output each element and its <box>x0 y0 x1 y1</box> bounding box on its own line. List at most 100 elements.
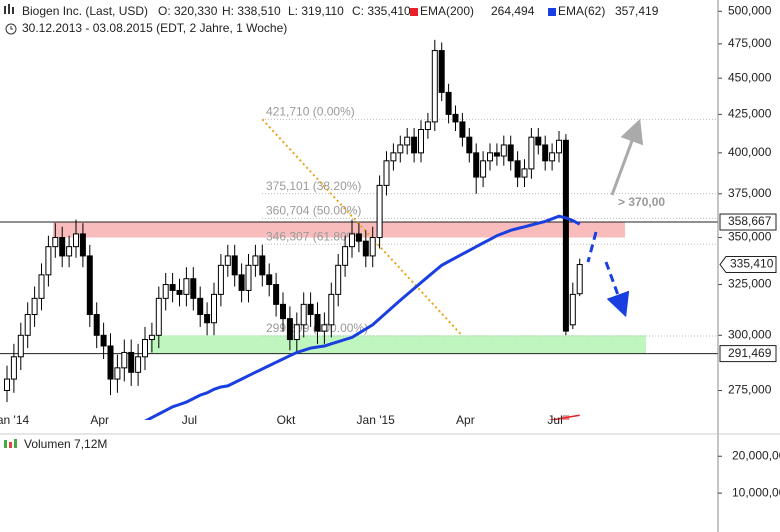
volume-bar <box>342 501 348 531</box>
volume-bar <box>439 486 445 530</box>
x-tick-label: Jan '14 <box>0 413 29 427</box>
candle-body <box>148 334 155 341</box>
volume-bar <box>446 493 452 530</box>
level-label: 421,710 (0.00%) <box>266 104 355 118</box>
level-label: 375,101 (38.20%) <box>266 179 361 193</box>
candle-body <box>24 314 31 336</box>
volume-bar <box>425 489 431 530</box>
h-line-box <box>719 213 777 231</box>
y-tick-label: 450,000 <box>728 70 772 84</box>
clock-icon <box>5 23 17 35</box>
volume-bar <box>377 489 383 530</box>
candle-body <box>79 233 86 257</box>
volume-bar <box>522 504 528 530</box>
candle-body <box>204 314 211 324</box>
volume-bar <box>163 504 169 530</box>
volume-bar <box>32 501 38 531</box>
volume-bar <box>301 504 307 530</box>
candle-body <box>321 324 328 332</box>
candle-body <box>183 278 190 295</box>
volume-bar <box>515 508 521 530</box>
volume-bar <box>156 497 162 530</box>
candle-body <box>176 289 183 295</box>
title: Biogen Inc. (Last, USD) <box>22 4 148 18</box>
volume-bar <box>259 501 265 531</box>
volume-bar <box>487 508 493 530</box>
candle-body <box>507 144 514 162</box>
candle-body <box>521 168 528 178</box>
y-tick-label: 400,000 <box>728 145 772 159</box>
candle-body <box>459 121 466 138</box>
volume-bar <box>170 508 176 530</box>
volume-bar <box>459 489 465 530</box>
h-line-box <box>719 345 777 363</box>
volume-bar <box>73 489 79 530</box>
volume-bar <box>108 497 114 530</box>
candle-body <box>376 184 383 239</box>
volume-bar <box>149 501 155 531</box>
candle-body <box>59 237 66 257</box>
y-tick-label: 275,000 <box>728 383 772 397</box>
high-label: H: 338,510 <box>222 4 281 18</box>
candle-body <box>487 152 493 162</box>
volume-bar <box>135 504 141 530</box>
legend-label: EMA(62) <box>558 4 605 18</box>
y-tick-label: 325,000 <box>728 277 772 291</box>
legend-value: 357,419 <box>615 4 659 18</box>
candle-body <box>514 160 521 178</box>
candle-body <box>86 255 93 316</box>
volume-bar <box>570 438 576 530</box>
x-tick-label: Okt <box>277 413 296 427</box>
close-label: C: 335,410 <box>352 4 411 18</box>
volume-bar <box>273 501 279 531</box>
candle-body <box>528 136 535 170</box>
candle-body <box>73 233 79 248</box>
volume-bar <box>66 497 72 530</box>
volume-bar <box>308 508 314 530</box>
volume-bar <box>466 501 472 531</box>
candle-body <box>31 297 38 316</box>
candle-body <box>128 351 135 373</box>
last-price-label: 335,410 <box>730 257 774 271</box>
clock-icon <box>10 26 13 30</box>
candle-body <box>397 144 404 154</box>
volume-bar <box>287 489 293 530</box>
y-tick-label: 300,000 <box>728 327 772 341</box>
volume-bar <box>528 501 534 531</box>
volume-bar <box>114 501 120 531</box>
y-tick-label: 350,000 <box>728 230 772 244</box>
volume-bar <box>11 501 17 531</box>
volume-bar <box>562 415 570 420</box>
trendline <box>261 118 464 337</box>
candle-body <box>286 318 293 341</box>
h-line-label: 291,469 <box>728 346 772 360</box>
candle-body <box>114 367 121 380</box>
candle-body <box>190 278 197 299</box>
candle-body <box>411 136 418 154</box>
volume-bar <box>328 501 334 531</box>
candle-body <box>438 50 445 93</box>
volume-bar <box>349 504 355 530</box>
candle-body <box>328 293 335 326</box>
volume-bar <box>225 508 231 530</box>
x-tick-label: Jan '15 <box>357 413 396 427</box>
volume-bar <box>390 501 396 531</box>
candle-body <box>197 297 204 316</box>
volume-bar <box>211 497 217 530</box>
candle-body <box>293 324 300 341</box>
candle-body <box>314 314 321 332</box>
y-tick-label: 10,000,000 <box>732 485 780 499</box>
volume-bar <box>411 504 417 530</box>
icon <box>8 4 10 14</box>
x-tick-label: Apr <box>456 413 475 427</box>
volume-bar <box>121 504 127 530</box>
volume-bar <box>556 504 562 530</box>
candle-body <box>100 334 107 347</box>
volume-bar <box>94 489 100 530</box>
candle-body <box>259 255 266 276</box>
candle-body <box>107 345 114 380</box>
x-tick-label: Jul <box>182 413 197 427</box>
legend-label: EMA(200) <box>420 4 474 18</box>
candle-body <box>231 255 238 276</box>
